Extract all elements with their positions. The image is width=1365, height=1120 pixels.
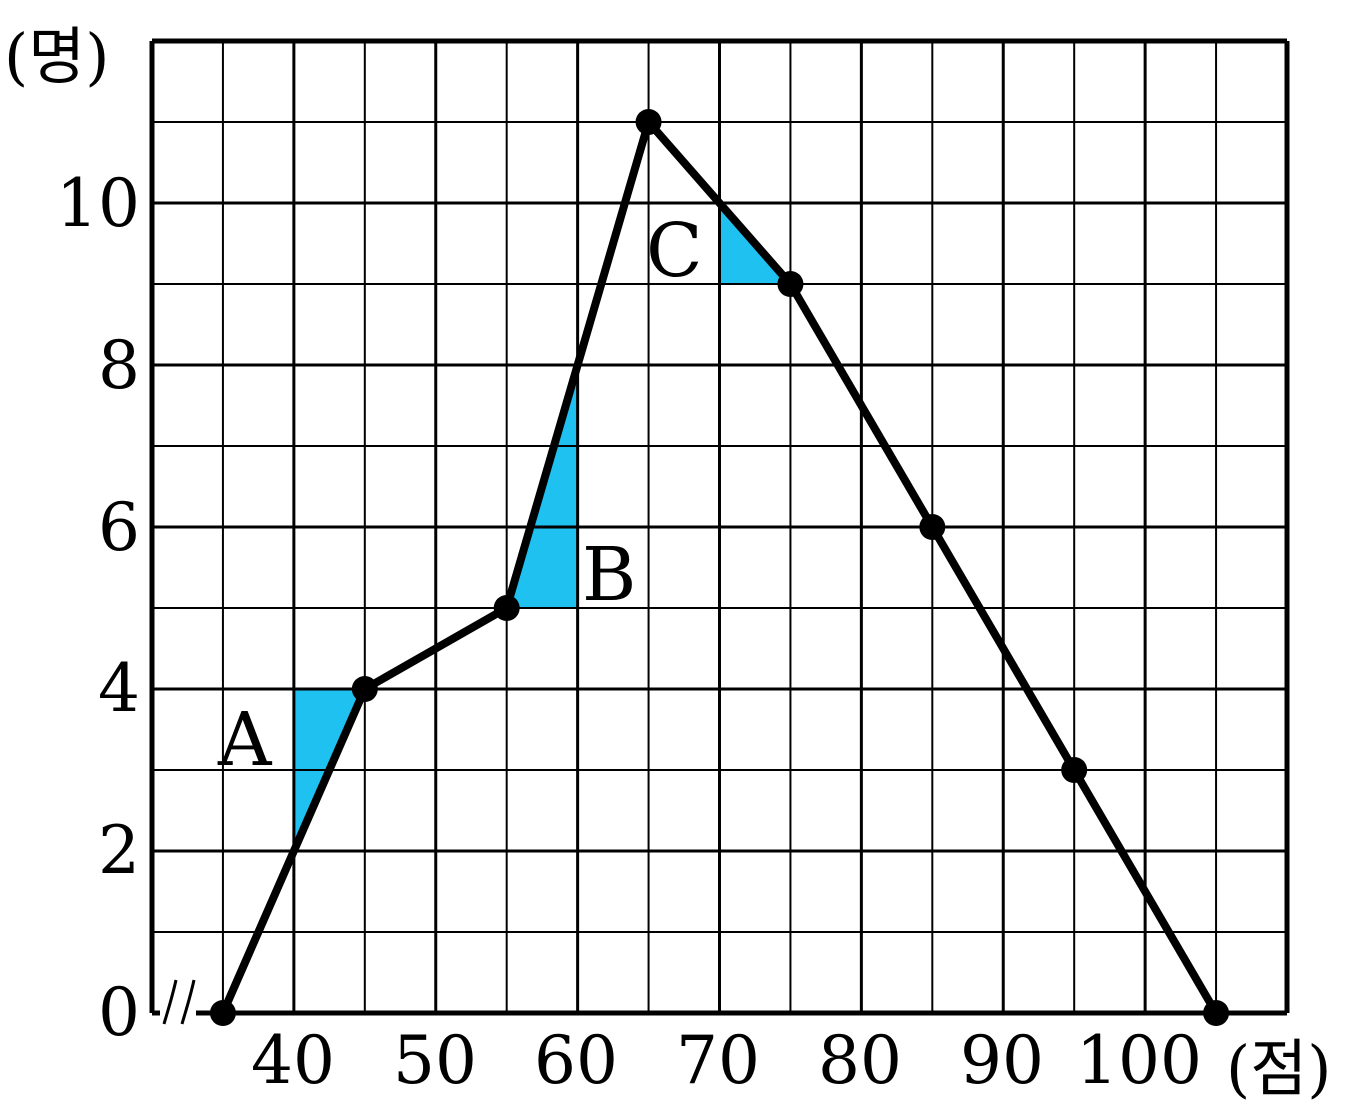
data-point [209, 1000, 236, 1026]
region-label-b: B [582, 532, 636, 618]
labels: (명) (점) 40 50 60 70 80 90 100 0 2 4 6 8 … [4, 20, 1331, 1105]
data-point [351, 676, 378, 702]
x-tick-label: 80 [818, 1022, 902, 1099]
data-point [635, 109, 662, 135]
data-series [209, 109, 1230, 1026]
y-axis-label: (명) [4, 20, 109, 93]
x-tick-label: 70 [676, 1022, 760, 1099]
y-tick-label: 0 [98, 974, 140, 1051]
series-line [218, 118, 1221, 1017]
data-point [1203, 1000, 1230, 1026]
y-tick-label: 6 [98, 489, 140, 566]
axis-break-mark [162, 979, 178, 1025]
x-tick-label: 50 [393, 1022, 477, 1099]
y-tick-label: 10 [56, 165, 140, 242]
y-tick-label: 4 [98, 650, 140, 727]
x-axis-label: (점) [1226, 1032, 1331, 1105]
axis-break-mark [180, 979, 196, 1025]
data-point [919, 514, 946, 540]
data-point [493, 595, 520, 621]
x-tick-label: 40 [251, 1022, 335, 1099]
axis-break [160, 979, 196, 1030]
x-tick-label: 100 [1076, 1022, 1202, 1099]
region-label-a: A [217, 697, 273, 783]
data-point [777, 271, 804, 297]
grid [149, 38, 1290, 1016]
y-tick-label: 8 [98, 327, 140, 404]
y-tick-label: 2 [98, 812, 140, 889]
x-tick-label: 90 [960, 1022, 1044, 1099]
x-tick-label: 60 [534, 1022, 618, 1099]
data-point [1061, 757, 1088, 783]
region-label-c: C [646, 208, 703, 294]
